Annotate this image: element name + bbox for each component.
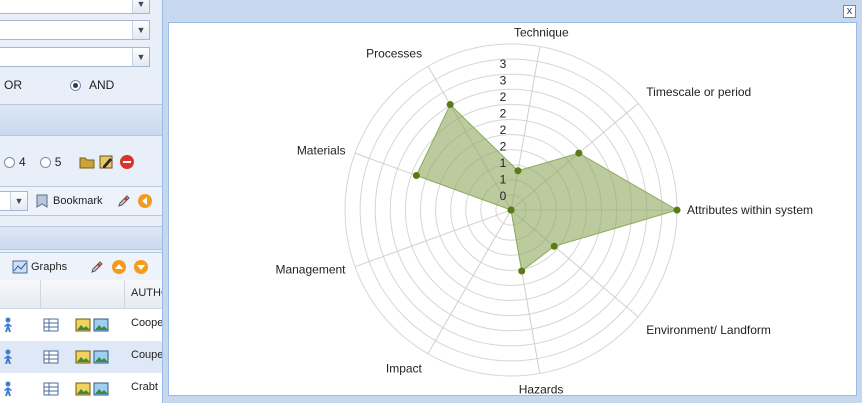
image-icon[interactable] (93, 349, 109, 365)
logic-operator-row: OR AND (4, 72, 162, 98)
radial-tick-label: 1 (500, 156, 507, 170)
arrow-left-icon[interactable] (137, 193, 153, 209)
chart-popup-window: x 0 1 1 2 2 2 2 3 3 Technique Timescale or period A… (162, 0, 862, 403)
section-header-band (0, 104, 162, 136)
chart-icon (12, 260, 28, 274)
radial-tick-label: 2 (500, 107, 507, 121)
radial-tick-label: 1 (500, 173, 507, 187)
person-icon[interactable] (0, 349, 16, 365)
table-icon[interactable] (43, 349, 59, 365)
background-app: ▼ ▼ ▼ OR AND 4 5 ▼ Bookmark Graphs (0, 0, 162, 403)
table-row[interactable]: Coope (0, 309, 162, 342)
table-icon[interactable] (43, 317, 59, 333)
rating-row: 4 5 (4, 149, 162, 175)
person-icon[interactable] (0, 381, 16, 397)
graphs-button[interactable]: Graphs (12, 259, 67, 275)
chevron-down-icon[interactable]: ▼ (132, 0, 149, 13)
data-point (446, 101, 454, 109)
column-divider (124, 280, 125, 308)
axis-label: Technique (514, 26, 569, 40)
grid-title-band (0, 226, 162, 250)
chevron-down-icon[interactable]: ▼ (132, 21, 149, 39)
table-row[interactable]: Crabt (0, 373, 162, 403)
chevron-down-icon[interactable]: ▼ (132, 48, 149, 66)
filter-combo-1[interactable]: ▼ (0, 0, 150, 14)
author-cell: Crabt (131, 381, 158, 393)
folder-open-icon[interactable] (79, 154, 95, 170)
radial-tick-label: 3 (500, 57, 507, 71)
grid-header: AUTHO (0, 280, 162, 309)
table-icon[interactable] (43, 381, 59, 397)
axis-label: Processes (366, 46, 422, 60)
person-icon[interactable] (0, 317, 16, 333)
image-icon[interactable] (93, 381, 109, 397)
chart-panel: 0 1 1 2 2 2 2 3 3 Technique Timescale or period Att… (168, 22, 857, 396)
grid-toolbar: Graphs (0, 252, 162, 282)
rocket-icon[interactable] (89, 259, 105, 275)
data-point (550, 242, 558, 250)
radial-tick-label: 2 (500, 140, 507, 154)
rating-5-radio[interactable] (39, 156, 51, 168)
axis-label: Impact (386, 362, 423, 376)
axis-label: Hazards (519, 382, 564, 395)
radial-tick-label: 0 (500, 189, 507, 203)
bookmark-label: Bookmark (53, 195, 103, 207)
data-point (507, 206, 515, 214)
rating-4-radio[interactable] (4, 156, 15, 168)
data-point (575, 149, 583, 157)
data-point (514, 167, 522, 175)
arrow-down-icon[interactable] (133, 259, 149, 275)
author-cell: Coope (131, 317, 162, 329)
axis-spoke (354, 209, 512, 268)
rating-4-label: 4 (19, 155, 26, 169)
rocket-icon[interactable] (116, 193, 132, 209)
bookmark-combo[interactable]: ▼ (0, 191, 28, 211)
axis-label: Attributes within system (687, 203, 813, 217)
table-row[interactable]: Coupe (0, 341, 162, 374)
column-divider (40, 280, 41, 308)
radial-tick-label: 2 (500, 90, 507, 104)
and-label[interactable]: AND (89, 78, 115, 92)
delete-icon[interactable] (119, 154, 135, 170)
or-label[interactable]: OR (4, 78, 22, 92)
filter-combo-2[interactable]: ▼ (0, 20, 150, 40)
image-icon[interactable] (93, 317, 109, 333)
popup-titlebar[interactable]: x (163, 0, 862, 22)
author-column-header[interactable]: AUTHO (131, 287, 162, 299)
data-point (518, 267, 526, 275)
close-button[interactable]: x (843, 5, 856, 18)
bookmark-button[interactable]: Bookmark (34, 193, 103, 209)
author-cell: Coupe (131, 349, 162, 361)
series-area (415, 103, 679, 272)
axis-label: Management (275, 262, 346, 276)
filter-combo-3[interactable]: ▼ (0, 47, 150, 67)
bookmark-toolbar: ▼ Bookmark (0, 186, 162, 216)
data-point (673, 206, 681, 214)
axis-spoke (427, 209, 512, 354)
radar-chart: 0 1 1 2 2 2 2 3 3 Technique Timescale or period Att… (275, 26, 813, 395)
arrow-up-icon[interactable] (111, 259, 127, 275)
axis-label: Timescale or period (646, 85, 751, 99)
bookmark-icon (36, 194, 48, 208)
radial-tick-label: 2 (500, 123, 507, 137)
data-point (412, 172, 420, 180)
radial-tick-label: 3 (500, 74, 507, 88)
graphs-label: Graphs (31, 261, 68, 273)
axis-label: Environment/ Landform (646, 323, 771, 337)
rating-5-label: 5 (54, 155, 62, 169)
axis-label: Materials (297, 143, 346, 157)
chevron-down-icon[interactable]: ▼ (10, 192, 27, 210)
edit-icon[interactable] (99, 154, 115, 170)
image-icon[interactable] (75, 317, 91, 333)
image-icon[interactable] (75, 381, 91, 397)
and-radio[interactable] (70, 79, 81, 91)
image-icon[interactable] (75, 349, 91, 365)
